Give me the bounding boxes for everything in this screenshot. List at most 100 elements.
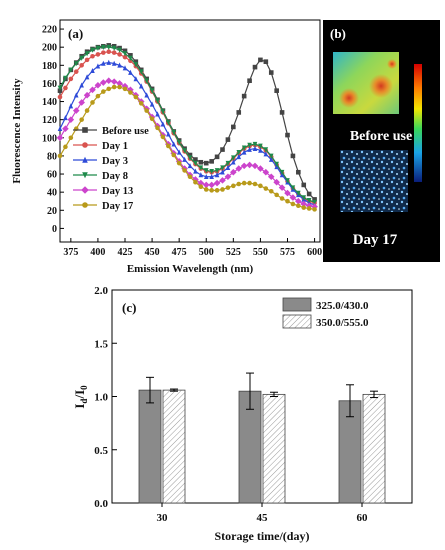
data-point: [138, 101, 144, 106]
data-point: [68, 135, 74, 141]
x-tick-label: 475: [172, 247, 187, 258]
data-point: [312, 197, 317, 202]
panel-a-legend: Before use Day 1 Day 3 Day 8 Day 13 Day 17: [73, 126, 149, 212]
data-point: [203, 173, 209, 180]
data-point: [73, 61, 79, 67]
panel-a-axes: 375 400 425 450 475 500 525 550 575 600 0 20 40 60 80 1…: [42, 25, 322, 258]
data-point: [128, 90, 133, 95]
data-point: [258, 183, 263, 189]
data-point: [90, 100, 95, 105]
data-point: [160, 134, 166, 140]
data-point: [263, 151, 269, 157]
y-tick-label: 2.0: [94, 285, 108, 297]
data-point: [301, 182, 307, 188]
data-point: [241, 145, 247, 151]
data-point: [279, 196, 285, 201]
data-point: [193, 157, 198, 162]
data-point: [252, 141, 258, 147]
data-point: [187, 163, 193, 169]
data-point: [95, 63, 101, 69]
data-point: [220, 165, 225, 171]
data-point: [144, 78, 149, 84]
panel-c-label: (c): [122, 300, 136, 315]
panel-a-y-axis-label: Fluorescence Intensity: [11, 78, 23, 184]
data-point: [155, 111, 160, 117]
series-line: [59, 46, 315, 203]
data-point: [203, 160, 209, 166]
data-point: [84, 74, 90, 80]
data-point: [56, 134, 64, 142]
data-point: [84, 57, 90, 63]
panel-c-bars: [138, 372, 386, 504]
data-point: [241, 93, 247, 99]
data-point: [279, 169, 285, 176]
data-point: [171, 152, 177, 158]
data-point: [144, 108, 149, 113]
data-point: [252, 181, 258, 187]
data-point: [149, 88, 155, 94]
data-point: [83, 91, 91, 99]
data-point: [57, 94, 63, 100]
data-point: [209, 173, 214, 180]
legend-label: 325.0/430.0: [316, 300, 369, 312]
data-point: [128, 69, 133, 75]
data-point: [198, 172, 204, 178]
data-point: [122, 86, 128, 92]
data-point: [111, 50, 117, 55]
x-tick-label: 45: [257, 512, 269, 524]
x-tick-label: 375: [63, 247, 78, 258]
data-point: [193, 168, 198, 174]
data-point: [73, 69, 79, 74]
bar: [162, 389, 186, 504]
x-tick-label: 400: [90, 247, 105, 258]
x-tick-label: 425: [118, 247, 133, 258]
data-point: [274, 88, 279, 93]
data-point: [133, 62, 139, 68]
series-day-17: [57, 84, 317, 212]
data-point: [285, 198, 290, 204]
data-point: [241, 180, 247, 186]
data-point: [122, 54, 128, 60]
data-point: [111, 45, 117, 51]
data-point: [144, 92, 149, 98]
data-point: [62, 125, 69, 133]
y-tick-label: 20: [47, 206, 57, 217]
panel-a-label: (a): [68, 26, 83, 41]
data-point: [128, 53, 133, 58]
y-tick-label: 120: [42, 115, 57, 126]
panel-c-axes: 0.0 0.5 1.0 1.5 2.0 30 45 60: [94, 285, 368, 524]
data-point: [176, 160, 182, 166]
data-point: [257, 165, 264, 172]
data-point: [295, 197, 302, 205]
y-tick-label: 0.5: [94, 445, 108, 457]
series-line: [59, 80, 315, 208]
legend-marker: [82, 202, 88, 208]
data-point: [79, 63, 84, 68]
data-point: [106, 86, 112, 92]
data-point: [166, 131, 171, 137]
data-point: [312, 199, 317, 205]
legend-label: Day 1: [102, 141, 128, 152]
data-point: [117, 52, 122, 57]
data-point: [258, 143, 263, 149]
legend-label: 350.0/555.0: [316, 317, 369, 329]
data-point: [247, 146, 252, 152]
data-point: [208, 181, 215, 189]
series-day-3: [57, 59, 317, 208]
data-point: [246, 161, 253, 169]
x-tick-label: 525: [226, 247, 241, 258]
panel-a-series: [56, 43, 318, 212]
before-use-hotspot: [369, 74, 393, 98]
data-point: [278, 184, 286, 191]
legend-marker: [82, 142, 88, 148]
data-point: [57, 153, 63, 159]
data-point: [312, 207, 317, 212]
data-point: [285, 178, 290, 184]
data-point: [90, 67, 95, 74]
legend-swatch: [282, 297, 312, 312]
data-point: [213, 179, 221, 187]
panel-c-x-axis-label: Storage time/(day): [215, 529, 310, 543]
data-point: [105, 77, 113, 85]
panel-c: 0.0 0.5 1.0 1.5 2.0 30 45 60 325.0/430.0 350.0/5…: [72, 285, 413, 543]
data-point: [258, 147, 263, 153]
